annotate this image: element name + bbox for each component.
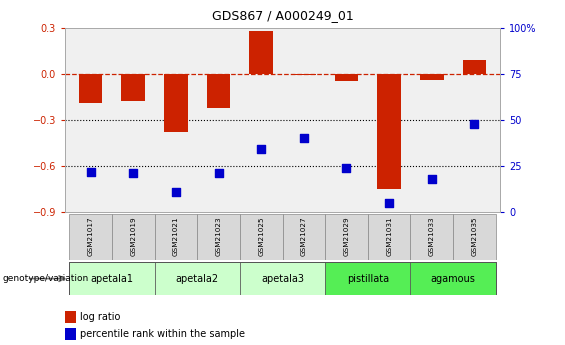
Bar (240, 262, 325, 295)
Point (214, 171, 223, 176)
Bar (155, 214, 197, 260)
Point (171, 189, 180, 195)
Bar (282, 214, 325, 260)
Bar (65, 310, 76, 323)
Point (129, 171, 138, 176)
Bar (164, 74, 188, 132)
Text: GSM21033: GSM21033 (429, 216, 435, 256)
Point (342, 165, 351, 171)
Text: apetala3: apetala3 (261, 274, 304, 284)
Text: GSM21023: GSM21023 (215, 216, 221, 256)
Point (427, 176, 436, 182)
Bar (368, 214, 410, 260)
Bar (65, 328, 76, 340)
Bar (420, 74, 444, 80)
Bar (155, 262, 240, 295)
Text: GSM21017: GSM21017 (88, 216, 94, 256)
Text: GSM21035: GSM21035 (471, 216, 477, 256)
Text: GSM21021: GSM21021 (173, 216, 179, 256)
Bar (112, 214, 155, 260)
Bar (69, 262, 155, 295)
Text: genotype/variation: genotype/variation (3, 274, 89, 283)
Text: GSM21027: GSM21027 (301, 216, 307, 256)
Point (470, 121, 479, 126)
Text: GDS867 / A000249_01: GDS867 / A000249_01 (212, 9, 353, 22)
Bar (240, 214, 282, 260)
Bar (249, 31, 273, 74)
Text: GSM21025: GSM21025 (258, 216, 264, 256)
Point (86, 169, 95, 174)
Point (385, 200, 394, 206)
Bar (410, 214, 453, 260)
Bar (207, 74, 231, 108)
Text: GSM21029: GSM21029 (344, 216, 350, 256)
Point (257, 147, 266, 152)
Bar (463, 60, 486, 74)
Bar (69, 214, 112, 260)
Point (299, 136, 308, 141)
Bar (325, 262, 410, 295)
Text: percentile rank within the sample: percentile rank within the sample (80, 329, 245, 339)
Text: GSM21019: GSM21019 (130, 216, 136, 256)
Bar (453, 214, 496, 260)
Text: apetala2: apetala2 (176, 274, 219, 284)
Text: log ratio: log ratio (80, 312, 120, 322)
Bar (410, 262, 496, 295)
Bar (325, 214, 368, 260)
Text: GSM21031: GSM21031 (386, 216, 392, 256)
Bar (197, 214, 240, 260)
Bar (377, 74, 401, 189)
Bar (121, 74, 145, 101)
Text: apetala1: apetala1 (90, 274, 133, 284)
Text: agamous: agamous (431, 274, 476, 284)
Bar (292, 74, 316, 75)
Bar (334, 74, 358, 81)
Text: pistillata: pistillata (347, 274, 389, 284)
Bar (79, 74, 102, 103)
